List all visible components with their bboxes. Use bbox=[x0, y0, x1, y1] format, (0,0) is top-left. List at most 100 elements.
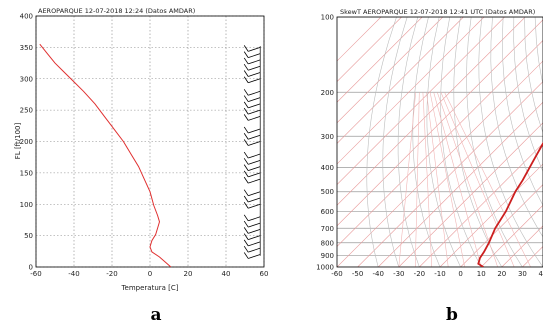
chart-b-moist-adiabat bbox=[414, 92, 420, 267]
chart-b-moist-adiabat bbox=[422, 92, 433, 267]
chart-b-moist-adiabat bbox=[437, 92, 498, 267]
chart-a-wind-barb-flag bbox=[243, 139, 249, 146]
chart-a-title: AEROPARQUE 12-07-2018 12:24 (Datos AMDAR… bbox=[38, 7, 195, 15]
chart-a-wind-barb bbox=[248, 166, 261, 171]
chart-a-wind-barb-flag bbox=[243, 245, 249, 253]
chart-b-isotherm bbox=[337, 17, 464, 144]
chart-b-series bbox=[477, 141, 543, 267]
chart-a-wind-barb-flag bbox=[243, 51, 249, 58]
chart-b-x-tick-label: 10 bbox=[477, 270, 486, 278]
chart-a-y-tick-label: 150 bbox=[20, 169, 33, 177]
chart-a-wind-barb-flag bbox=[243, 176, 249, 184]
chart-a-wind-barb bbox=[248, 90, 261, 96]
chart-a-wind-barb-flag bbox=[243, 114, 249, 121]
chart-a-wind-barb bbox=[248, 103, 261, 109]
chart-b-isotherm bbox=[337, 17, 402, 83]
chart-a-y-tick-label: 300 bbox=[20, 75, 33, 83]
chart-b-dry-adiabat bbox=[453, 17, 503, 267]
chart-a-wind-barb-flag bbox=[243, 252, 249, 259]
chart-a-wind-barb-flag bbox=[243, 220, 249, 228]
chart-a-x-tick-label: 40 bbox=[222, 270, 231, 278]
chart-b-x-tick-label: 0 bbox=[458, 270, 462, 278]
chart-a-wind-barb bbox=[248, 153, 261, 159]
chart-a-wind-barb-flag bbox=[243, 233, 249, 240]
chart-a-wind-barb bbox=[248, 159, 261, 165]
chart-a-x-tick-label: 0 bbox=[148, 270, 152, 278]
chart-b-isotherm bbox=[398, 122, 543, 267]
chart-a-wind-barb-flag bbox=[243, 195, 249, 203]
chart-a-wind-barb-flag bbox=[243, 170, 249, 178]
chart-b-dry-adiabat bbox=[382, 17, 408, 267]
chart-a-wind-barb bbox=[248, 78, 261, 84]
chart-a-y-tick-label: 350 bbox=[20, 44, 33, 52]
chart-a-frame bbox=[35, 15, 265, 268]
chart-b-isotherm bbox=[439, 163, 543, 267]
chart-b-frame bbox=[336, 16, 543, 268]
chart-a-wind-barb bbox=[248, 109, 261, 115]
chart-a-wind-barb-flag bbox=[243, 76, 249, 83]
chart-a-y-tick-label: 100 bbox=[20, 201, 33, 209]
chart-a-wind-barb bbox=[248, 116, 261, 121]
chart-b-dry-adiabat bbox=[490, 17, 543, 238]
chart-b: SkewT AEROPARQUE 12-07-2018 12:41 UTC (D… bbox=[316, 8, 543, 324]
chart-a-wind-barb bbox=[248, 72, 261, 77]
chart-a-y-tick-label: 250 bbox=[20, 107, 33, 115]
chart-b-dry-adiabat bbox=[366, 17, 397, 267]
chart-b-pressure-tick-label: 300 bbox=[321, 133, 334, 141]
chart-a-x-tick-label: -40 bbox=[68, 270, 79, 278]
chart-a-wind-barb bbox=[248, 178, 261, 184]
chart-b-isotherm bbox=[377, 101, 543, 267]
chart-a-x-tick-label: 20 bbox=[184, 270, 193, 278]
chart-b-isotherm bbox=[522, 245, 543, 267]
chart-b-moist-adiabat bbox=[429, 92, 465, 267]
chart-b-isotherm bbox=[337, 19, 543, 227]
chart-b-isotherm bbox=[480, 204, 543, 267]
chart-a-tick-labels: -60 -40 -20 0 20 40 60 0 50 100 150 200 250 300 350 400 bbox=[20, 13, 269, 279]
chart-a-wind-barb-flag bbox=[243, 107, 249, 115]
chart-b-title: SkewT AEROPARQUE 12-07-2018 12:41 UTC (D… bbox=[340, 8, 535, 16]
chart-a: AEROPARQUE 12-07-2018 12:24 (Datos AMDAR… bbox=[14, 7, 268, 324]
chart-a-x-tick-label: -20 bbox=[106, 270, 117, 278]
chart-b-isotherm bbox=[337, 17, 485, 165]
chart-a-grid bbox=[35, 15, 265, 268]
chart-a-wind-barb bbox=[248, 128, 261, 134]
chart-a-wind-barb-flag bbox=[243, 202, 249, 209]
chart-a-wind-barb-flag bbox=[243, 214, 249, 222]
chart-b-isotherm bbox=[357, 81, 543, 267]
chart-a-wind-barb-flag bbox=[243, 70, 249, 77]
chart-a-wind-barb bbox=[248, 216, 261, 222]
chart-a-wind-barb-flag bbox=[243, 158, 249, 165]
chart-b-x-tick-label: -30 bbox=[393, 270, 404, 278]
chart-b-dry-adiabat bbox=[426, 17, 461, 267]
chart-b-x-tick-label: -40 bbox=[372, 270, 383, 278]
chart-a-wind-barb bbox=[248, 53, 261, 59]
chart-b-pressure-tick-label: 900 bbox=[321, 252, 334, 260]
chart-a-wind-barb bbox=[248, 134, 261, 140]
chart-a-y-tick-label: 200 bbox=[20, 138, 33, 146]
chart-b-isotherm bbox=[419, 142, 543, 267]
chart-a-x-tick-label: 60 bbox=[260, 270, 269, 278]
chart-b-moist-adiabat bbox=[433, 92, 482, 267]
panel-label-b: b bbox=[446, 305, 458, 324]
chart-b-pressure-tick-label: 1000 bbox=[316, 264, 334, 272]
chart-a-wind-barb bbox=[248, 141, 261, 146]
chart-b-pressure-tick-label: 600 bbox=[321, 208, 334, 216]
chart-a-wind-barb-flag bbox=[243, 101, 249, 109]
chart-a-wind-barb bbox=[248, 254, 261, 259]
chart-a-wind-barb bbox=[248, 172, 261, 178]
chart-b-x-tick-label: 30 bbox=[518, 270, 527, 278]
chart-a-wind-barb bbox=[248, 191, 261, 197]
chart-b-pressure-tick-label: 800 bbox=[321, 239, 334, 247]
chart-a-wind-barb-flag bbox=[243, 189, 249, 196]
chart-b-isotherm bbox=[337, 17, 526, 206]
chart-a-wind-barb-flag bbox=[243, 133, 249, 140]
chart-a-xlabel: Temperatura [C] bbox=[120, 284, 178, 292]
chart-a-wind-barb-flag bbox=[243, 151, 249, 159]
chart-b-isotherm bbox=[337, 39, 543, 247]
chart-b-isotherm bbox=[337, 17, 382, 62]
chart-b-dry-adiabat bbox=[397, 17, 420, 267]
panel-label-a: a bbox=[150, 305, 161, 324]
